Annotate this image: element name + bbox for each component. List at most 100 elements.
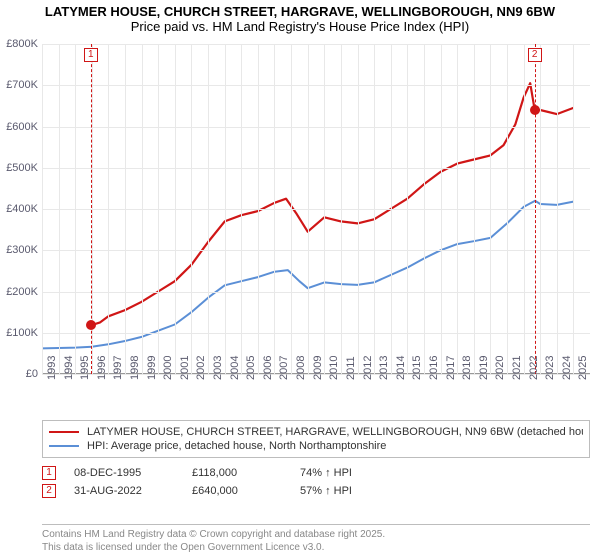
x-gridline [308,44,309,374]
x-axis-label: 2012 [362,356,374,380]
x-gridline [507,44,508,374]
x-axis-label: 2004 [229,356,241,380]
x-axis-label: 2020 [494,356,506,380]
legend-item: HPI: Average price, detached house, Nort… [49,439,583,453]
chart-container: LATYMER HOUSE, CHURCH STREET, HARGRAVE, … [0,0,600,560]
x-axis-label: 1999 [146,356,158,380]
x-axis-label: 2002 [195,356,207,380]
x-axis-label: 2025 [577,356,589,380]
x-axis-label: 2001 [179,356,191,380]
x-gridline [374,44,375,374]
x-axis-label: 2022 [528,356,540,380]
x-gridline [524,44,525,374]
x-gridline [424,44,425,374]
marker-line [535,44,536,374]
x-axis-label: 2010 [328,356,340,380]
x-axis-label: 2024 [561,356,573,380]
x-gridline [191,44,192,374]
x-gridline [341,44,342,374]
x-axis-label: 1997 [112,356,124,380]
legend-swatch [49,431,79,433]
x-gridline [258,44,259,374]
x-gridline [457,44,458,374]
chart-area: 12 £0£100K£200K£300K£400K£500K£600K£700K… [42,44,590,414]
y-axis-label: £200K [6,286,38,298]
x-gridline [225,44,226,374]
x-gridline [75,44,76,374]
marker-price: £118,000 [192,467,282,479]
x-axis-label: 2003 [212,356,224,380]
x-axis-label: 2018 [461,356,473,380]
marker-hpi-relation: 74% ↑ HPI [300,467,400,479]
y-axis-label: £500K [6,162,38,174]
x-gridline [540,44,541,374]
x-gridline [557,44,558,374]
x-gridline [324,44,325,374]
legend-item: LATYMER HOUSE, CHURCH STREET, HARGRAVE, … [49,425,583,439]
plot-region: 12 [42,44,590,374]
table-row: 2 31-AUG-2022 £640,000 57% ↑ HPI [42,482,590,500]
footer-line-1: Contains HM Land Registry data © Crown c… [42,529,590,542]
x-axis-label: 1998 [129,356,141,380]
x-axis-label: 1995 [79,356,91,380]
x-axis-label: 2019 [478,356,490,380]
x-gridline [142,44,143,374]
y-axis-label: £300K [6,244,38,256]
series-line-price_paid [91,83,574,325]
x-gridline [241,44,242,374]
x-axis-label: 2021 [511,356,523,380]
x-gridline [42,44,43,374]
legend-label: HPI: Average price, detached house, Nort… [87,440,386,452]
x-axis-label: 2008 [295,356,307,380]
x-gridline [441,44,442,374]
x-axis-label: 1993 [46,356,58,380]
x-axis-label: 2009 [312,356,324,380]
x-gridline [573,44,574,374]
marker-number-box: 2 [42,484,56,498]
legend: LATYMER HOUSE, CHURCH STREET, HARGRAVE, … [42,420,590,458]
x-axis-label: 2013 [378,356,390,380]
marker-hpi-relation: 57% ↑ HPI [300,485,400,497]
x-gridline [208,44,209,374]
title-line-1: LATYMER HOUSE, CHURCH STREET, HARGRAVE, … [10,4,590,19]
x-gridline [158,44,159,374]
marker-number-box: 2 [528,48,542,62]
x-gridline [274,44,275,374]
marker-number-box: 1 [84,48,98,62]
title-line-2: Price paid vs. HM Land Registry's House … [10,19,590,34]
x-axis-label: 2006 [262,356,274,380]
legend-label: LATYMER HOUSE, CHURCH STREET, HARGRAVE, … [87,426,583,438]
x-gridline [407,44,408,374]
x-gridline [358,44,359,374]
x-axis-label: 2017 [445,356,457,380]
marker-dot [86,320,96,330]
marker-dot [530,105,540,115]
x-gridline [291,44,292,374]
footer-attribution: Contains HM Land Registry data © Crown c… [42,524,590,554]
x-axis-label: 1996 [96,356,108,380]
y-axis-label: £400K [6,203,38,215]
x-gridline [490,44,491,374]
x-axis-label: 2007 [278,356,290,380]
x-axis-label: 2000 [162,356,174,380]
y-axis-label: £700K [6,79,38,91]
x-gridline [175,44,176,374]
x-axis-label: 2016 [428,356,440,380]
y-axis-label: £600K [6,121,38,133]
y-axis-label: £800K [6,38,38,50]
marker-table: 1 08-DEC-1995 £118,000 74% ↑ HPI 2 31-AU… [42,464,590,500]
x-axis-label: 2023 [544,356,556,380]
x-gridline [391,44,392,374]
chart-title: LATYMER HOUSE, CHURCH STREET, HARGRAVE, … [0,0,600,36]
legend-swatch [49,445,79,447]
x-axis-label: 1994 [63,356,75,380]
footer-line-2: This data is licensed under the Open Gov… [42,542,590,555]
x-axis-label: 2011 [345,356,357,380]
y-axis-label: £0 [26,368,38,380]
x-gridline [59,44,60,374]
marker-number-box: 1 [42,466,56,480]
marker-date: 08-DEC-1995 [74,467,174,479]
y-axis-label: £100K [6,327,38,339]
x-gridline [474,44,475,374]
x-axis-label: 2014 [395,356,407,380]
